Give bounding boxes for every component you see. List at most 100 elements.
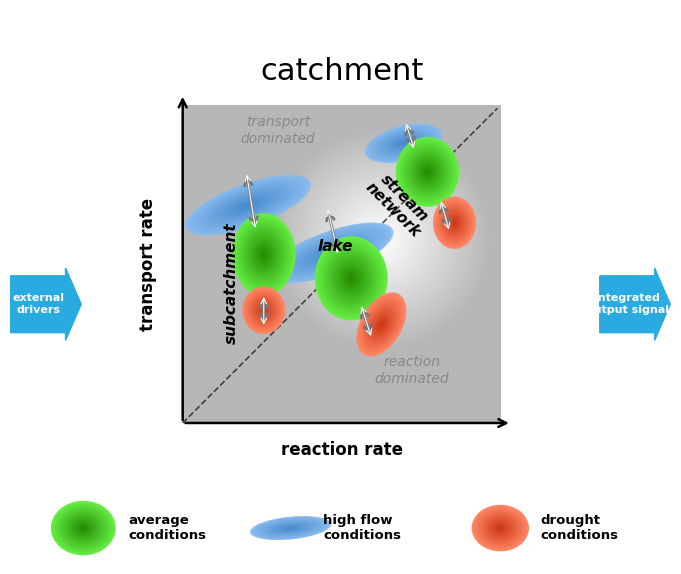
- Ellipse shape: [296, 236, 365, 269]
- Ellipse shape: [398, 139, 458, 205]
- Ellipse shape: [377, 319, 385, 330]
- Ellipse shape: [338, 264, 364, 293]
- Ellipse shape: [375, 315, 389, 333]
- Ellipse shape: [284, 526, 298, 530]
- Ellipse shape: [72, 519, 94, 537]
- Ellipse shape: [251, 297, 276, 324]
- Ellipse shape: [269, 522, 313, 534]
- Ellipse shape: [409, 152, 445, 192]
- Ellipse shape: [64, 511, 103, 545]
- Ellipse shape: [76, 522, 91, 534]
- Ellipse shape: [328, 252, 374, 305]
- Ellipse shape: [63, 511, 104, 545]
- Ellipse shape: [252, 297, 275, 323]
- Ellipse shape: [348, 275, 354, 282]
- Ellipse shape: [210, 187, 286, 223]
- Ellipse shape: [235, 217, 293, 292]
- Ellipse shape: [444, 210, 465, 235]
- Ellipse shape: [285, 231, 376, 275]
- Ellipse shape: [362, 300, 400, 349]
- Ellipse shape: [442, 208, 466, 238]
- Ellipse shape: [439, 204, 470, 242]
- Ellipse shape: [417, 160, 439, 184]
- Ellipse shape: [55, 505, 112, 552]
- Ellipse shape: [349, 276, 353, 281]
- Ellipse shape: [402, 143, 405, 144]
- Ellipse shape: [370, 126, 437, 160]
- Ellipse shape: [441, 207, 467, 238]
- Ellipse shape: [398, 140, 456, 204]
- Ellipse shape: [452, 219, 458, 227]
- Ellipse shape: [289, 233, 372, 273]
- Ellipse shape: [244, 228, 284, 281]
- Ellipse shape: [242, 203, 253, 208]
- Ellipse shape: [326, 250, 376, 307]
- Ellipse shape: [276, 523, 306, 533]
- Ellipse shape: [235, 199, 261, 211]
- Ellipse shape: [262, 252, 266, 257]
- Ellipse shape: [411, 154, 444, 190]
- Ellipse shape: [270, 522, 311, 534]
- Ellipse shape: [396, 139, 411, 147]
- Ellipse shape: [321, 243, 381, 313]
- Text: external
drivers: external drivers: [12, 293, 64, 315]
- Ellipse shape: [334, 258, 369, 299]
- Ellipse shape: [327, 251, 334, 255]
- Ellipse shape: [363, 301, 400, 348]
- Ellipse shape: [487, 517, 513, 539]
- Text: transport rate: transport rate: [139, 197, 157, 331]
- Ellipse shape: [394, 138, 413, 148]
- Ellipse shape: [75, 521, 92, 536]
- Ellipse shape: [484, 515, 517, 541]
- Ellipse shape: [366, 124, 441, 162]
- Ellipse shape: [413, 156, 442, 188]
- Ellipse shape: [254, 299, 274, 321]
- Text: stream
network: stream network: [363, 168, 435, 240]
- Ellipse shape: [370, 311, 392, 338]
- Ellipse shape: [368, 308, 394, 341]
- Ellipse shape: [257, 246, 270, 263]
- Ellipse shape: [289, 528, 292, 529]
- Ellipse shape: [262, 308, 266, 313]
- Text: catchment: catchment: [260, 57, 424, 86]
- Ellipse shape: [366, 304, 397, 344]
- Ellipse shape: [494, 523, 507, 533]
- Ellipse shape: [489, 519, 512, 537]
- Ellipse shape: [244, 204, 251, 207]
- Ellipse shape: [249, 234, 279, 274]
- Ellipse shape: [435, 200, 473, 246]
- Ellipse shape: [447, 213, 462, 232]
- Ellipse shape: [77, 522, 90, 534]
- Ellipse shape: [243, 227, 285, 282]
- Ellipse shape: [345, 271, 358, 286]
- Ellipse shape: [434, 198, 475, 247]
- Ellipse shape: [193, 179, 302, 231]
- Ellipse shape: [347, 274, 355, 283]
- Ellipse shape: [274, 226, 386, 280]
- Ellipse shape: [248, 292, 280, 328]
- Ellipse shape: [407, 149, 448, 195]
- Ellipse shape: [425, 169, 430, 175]
- Ellipse shape: [373, 127, 434, 159]
- Ellipse shape: [426, 170, 429, 174]
- Ellipse shape: [338, 263, 365, 294]
- Ellipse shape: [69, 516, 97, 540]
- Ellipse shape: [240, 224, 287, 285]
- Ellipse shape: [307, 242, 354, 264]
- Ellipse shape: [192, 179, 304, 232]
- Ellipse shape: [250, 295, 277, 325]
- Ellipse shape: [424, 168, 431, 176]
- Ellipse shape: [229, 196, 266, 214]
- Text: lake: lake: [317, 239, 353, 254]
- Ellipse shape: [264, 520, 317, 536]
- Ellipse shape: [317, 239, 385, 318]
- Ellipse shape: [314, 245, 347, 261]
- Ellipse shape: [415, 159, 439, 185]
- Ellipse shape: [278, 228, 383, 278]
- Ellipse shape: [280, 525, 302, 532]
- Ellipse shape: [490, 519, 511, 537]
- Ellipse shape: [221, 192, 275, 218]
- Ellipse shape: [266, 521, 315, 536]
- Ellipse shape: [329, 253, 373, 304]
- Ellipse shape: [390, 137, 417, 150]
